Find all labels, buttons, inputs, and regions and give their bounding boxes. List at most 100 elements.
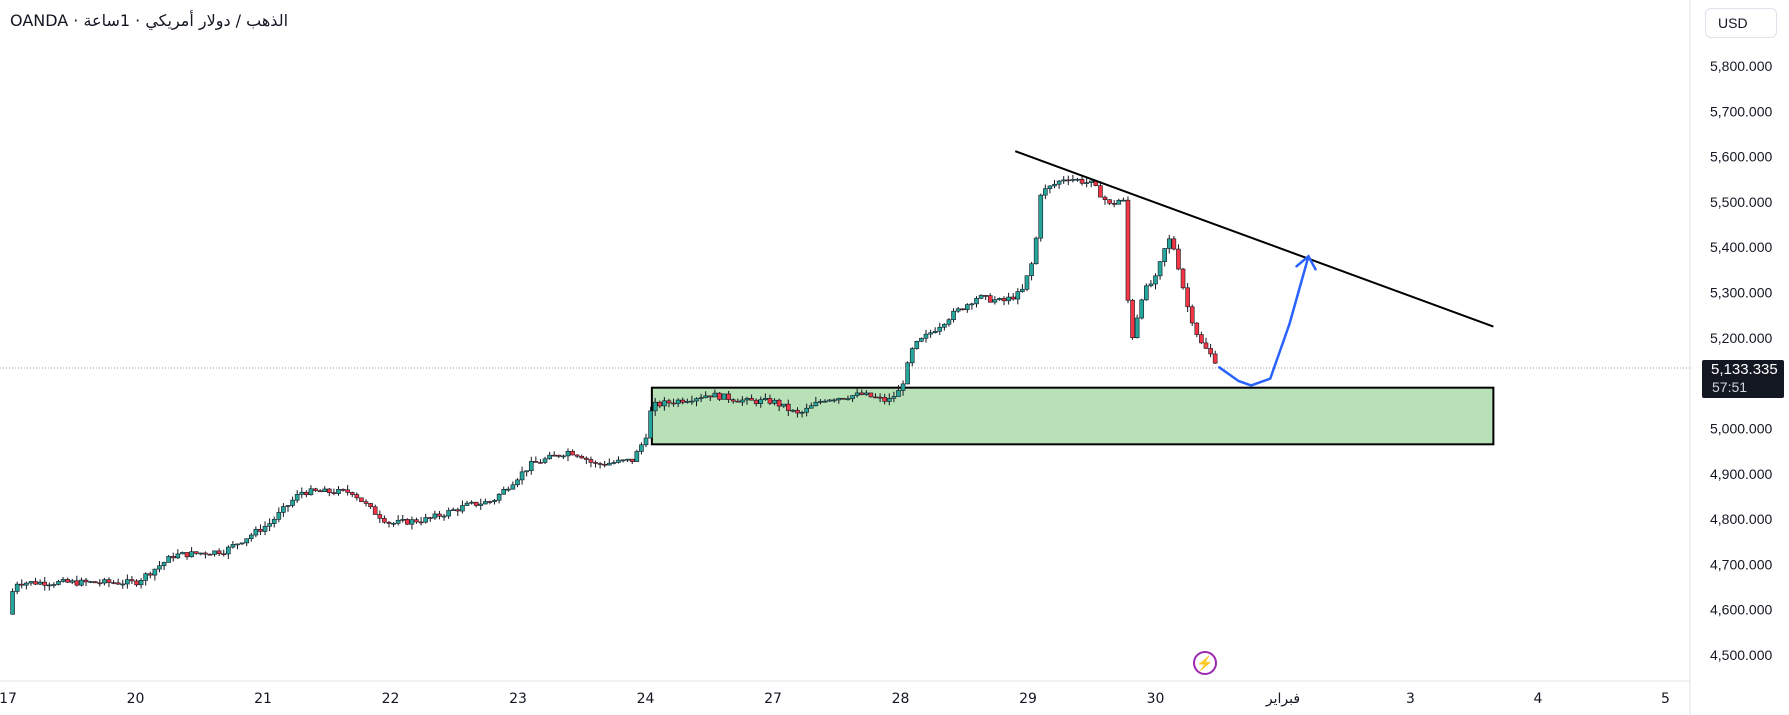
candle-body xyxy=(873,396,878,399)
candle-body xyxy=(405,519,410,525)
price-tick-label: 5,300.000 xyxy=(1710,285,1772,301)
candle xyxy=(909,347,915,367)
candle-body xyxy=(102,579,107,584)
candle-body xyxy=(460,505,465,512)
time-tick-label: 3 xyxy=(1406,691,1415,707)
candle xyxy=(753,398,759,407)
candle xyxy=(487,500,493,505)
candle xyxy=(657,400,663,409)
candle xyxy=(969,302,975,310)
candle-body xyxy=(827,399,832,402)
candle-body xyxy=(473,501,479,506)
candle xyxy=(1180,267,1186,290)
candle xyxy=(405,518,410,525)
candle xyxy=(818,399,823,405)
time-tick-label: 28 xyxy=(892,691,910,707)
candle-body xyxy=(983,295,988,297)
candle-body xyxy=(584,457,589,460)
candle xyxy=(244,538,249,547)
candle xyxy=(510,481,516,490)
candle-body xyxy=(487,501,493,503)
candle xyxy=(620,459,626,463)
candle xyxy=(1079,176,1085,186)
candle xyxy=(675,398,681,408)
candle-body xyxy=(767,398,773,404)
candle-body xyxy=(1121,199,1126,202)
candle xyxy=(79,577,84,587)
candle xyxy=(827,399,832,402)
candle xyxy=(703,391,708,399)
candle-body xyxy=(138,580,144,586)
candle-body xyxy=(556,454,562,457)
candle-body xyxy=(1010,296,1016,300)
projection-path xyxy=(1218,255,1310,387)
candle-body xyxy=(923,333,929,339)
lightning-icon[interactable]: ⚡ xyxy=(1193,651,1217,675)
candle xyxy=(960,308,966,311)
time-tick-label: 24 xyxy=(637,691,655,707)
candle-body xyxy=(400,519,406,521)
candle xyxy=(584,456,589,464)
candle-body xyxy=(368,503,373,508)
candle xyxy=(1153,273,1158,290)
candle-body xyxy=(166,556,171,563)
candle-body xyxy=(1075,178,1080,181)
candle xyxy=(946,318,952,327)
currency-button[interactable]: USD xyxy=(1705,8,1777,38)
candle-body xyxy=(74,580,80,586)
candle xyxy=(593,460,598,468)
candle-body xyxy=(965,304,970,310)
candle-body xyxy=(1157,261,1163,277)
candle xyxy=(914,340,920,350)
candle xyxy=(712,389,718,398)
candle xyxy=(1199,331,1204,344)
candle xyxy=(602,460,608,468)
candle-body xyxy=(180,552,185,555)
candle xyxy=(588,456,594,468)
candle-body xyxy=(928,332,933,335)
candle xyxy=(707,395,713,402)
price-tick-label: 4,900.000 xyxy=(1710,466,1772,482)
candle-body xyxy=(951,310,956,321)
candle-body xyxy=(662,400,667,407)
candle xyxy=(1024,275,1030,292)
candle-body xyxy=(299,491,305,495)
candle-body xyxy=(19,583,25,586)
last-price-tag: 5,133.335 57:51 xyxy=(1702,360,1784,398)
candle xyxy=(10,588,15,615)
candle xyxy=(239,542,245,545)
candle xyxy=(42,577,48,591)
candle xyxy=(1029,261,1034,281)
candle xyxy=(905,361,910,385)
candle xyxy=(19,579,25,589)
candle xyxy=(432,510,438,520)
candle xyxy=(785,399,791,416)
candle xyxy=(721,393,727,400)
candle xyxy=(138,578,144,589)
candle xyxy=(919,337,924,342)
support-zone-layer xyxy=(650,386,1495,446)
candle xyxy=(464,500,470,506)
candle xyxy=(207,553,213,556)
candle-body xyxy=(813,401,819,407)
chart-title: OANDA · الذهب / دولار أمريكي · 1ساعة xyxy=(10,11,289,30)
candle xyxy=(143,572,148,586)
candle-body xyxy=(207,553,213,556)
candle xyxy=(877,393,883,403)
candle-body xyxy=(864,392,869,395)
candle xyxy=(951,308,956,323)
candle-body xyxy=(184,552,190,558)
candle-body xyxy=(469,501,474,504)
candle-body xyxy=(1024,275,1030,290)
candle-body xyxy=(446,510,451,517)
candle xyxy=(483,498,488,505)
candle xyxy=(506,486,511,492)
candle xyxy=(1102,195,1108,205)
candle-body xyxy=(455,509,461,512)
candle xyxy=(377,510,383,523)
candle-body xyxy=(542,458,548,463)
candle xyxy=(868,392,874,398)
candle-body xyxy=(785,403,791,411)
candle-body xyxy=(432,513,438,519)
